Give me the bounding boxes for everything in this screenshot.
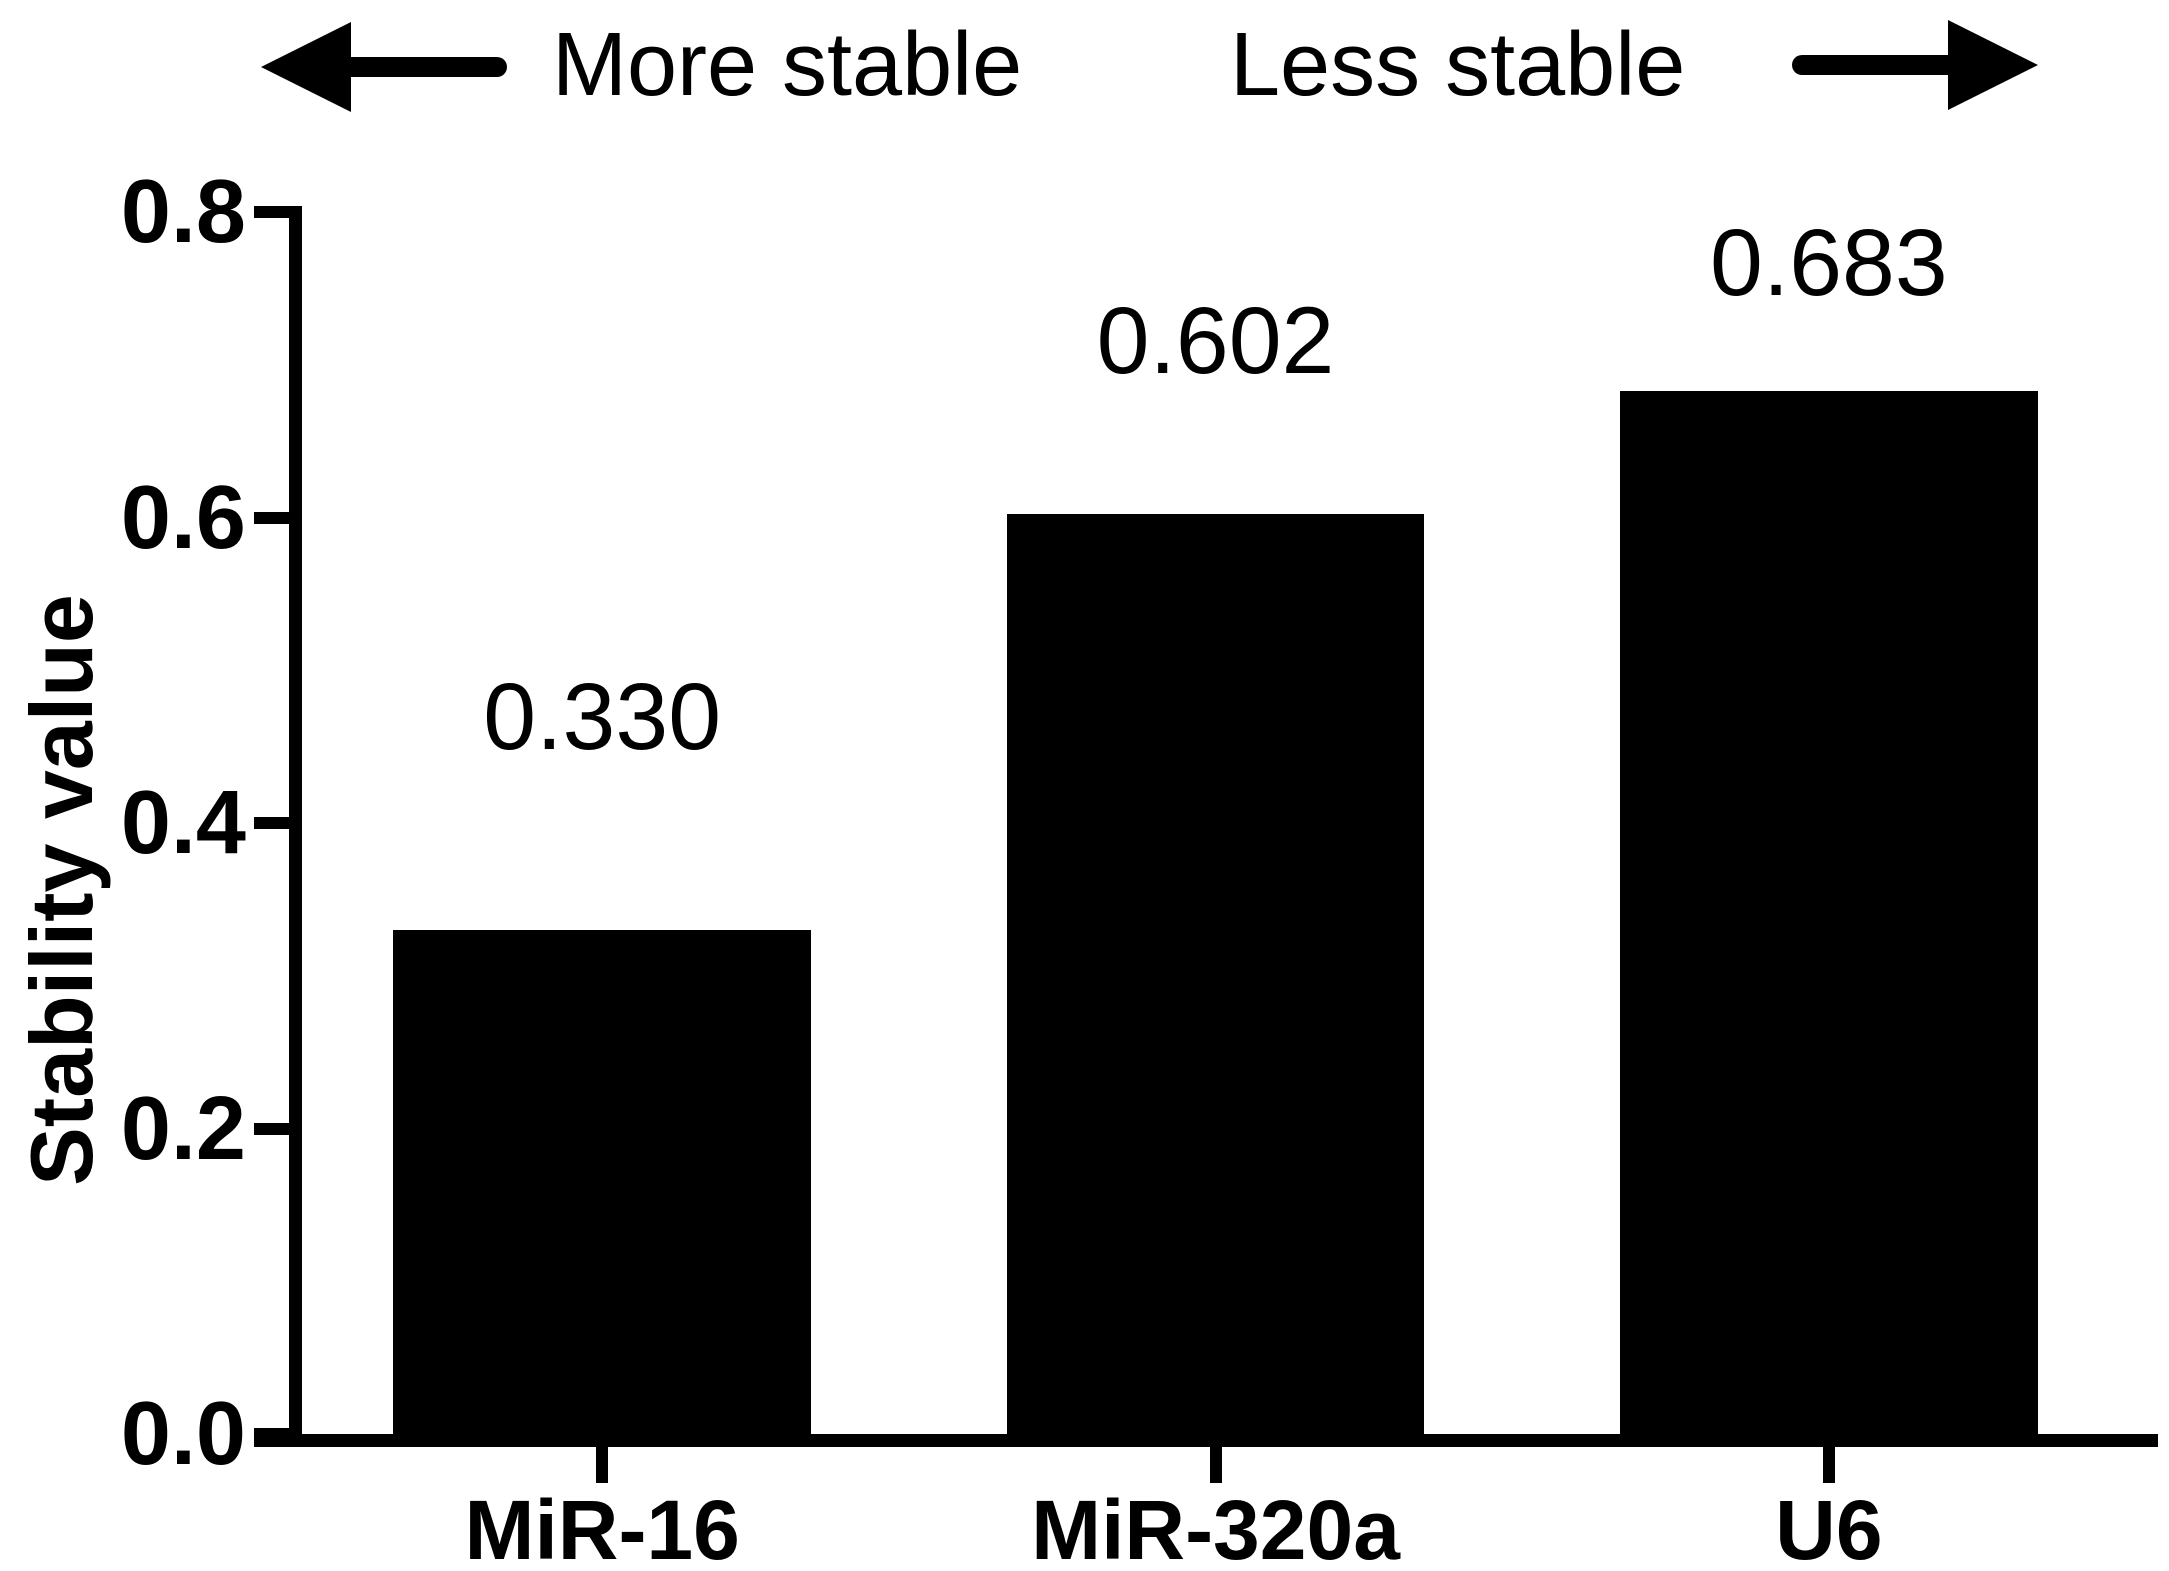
x-category-label: U6: [1775, 1483, 1883, 1571]
bar-group: 0.683 U6: [1619, 209, 2038, 1571]
bar: [1619, 390, 2038, 1434]
x-category-label: MiR-16: [464, 1483, 740, 1571]
bar-group: 0.602 MiR-320a: [1006, 212, 1425, 1571]
bar: [393, 929, 812, 1434]
y-tick-mark: [254, 1428, 302, 1440]
bar-value-label: 0.602: [1096, 288, 1335, 395]
bar-group: 0.330 MiR-16: [393, 212, 812, 1571]
y-tick-label: 0.4: [120, 773, 246, 873]
bar: [1006, 514, 1425, 1434]
y-tick-label: 0.2: [120, 1078, 246, 1179]
bar-value-label: 0.683: [1709, 209, 1948, 316]
less-stable-label: Less stable: [1230, 15, 1686, 115]
plot-area: 0.0 0.2 0.4 0.6 0.8 0.330 MiR-16 0.602 MiR-320a 0…: [121, 166, 2158, 1571]
left-arrow-icon: [261, 22, 507, 112]
bar-value-label: 0.330: [483, 663, 722, 770]
y-tick-mark: [254, 817, 302, 829]
more-stable-label: More stable: [552, 15, 1023, 115]
y-tick-mark: [254, 206, 302, 218]
y-tick-label: 0.8: [120, 162, 246, 262]
y-tick-mark: [254, 1122, 302, 1135]
x-tick-mark: [1822, 1447, 1835, 1483]
x-tick-mark: [596, 1447, 609, 1483]
x-category-label: MiR-320a: [1031, 1483, 1400, 1571]
y-tick-label: 0.0: [120, 1384, 246, 1484]
x-tick-mark: [1209, 1447, 1222, 1483]
right-arrow-icon: [1792, 20, 2038, 110]
y-tick-mark: [254, 511, 302, 524]
y-tick-label: 0.6: [120, 467, 246, 568]
x-axis-line: [254, 1434, 2158, 1447]
